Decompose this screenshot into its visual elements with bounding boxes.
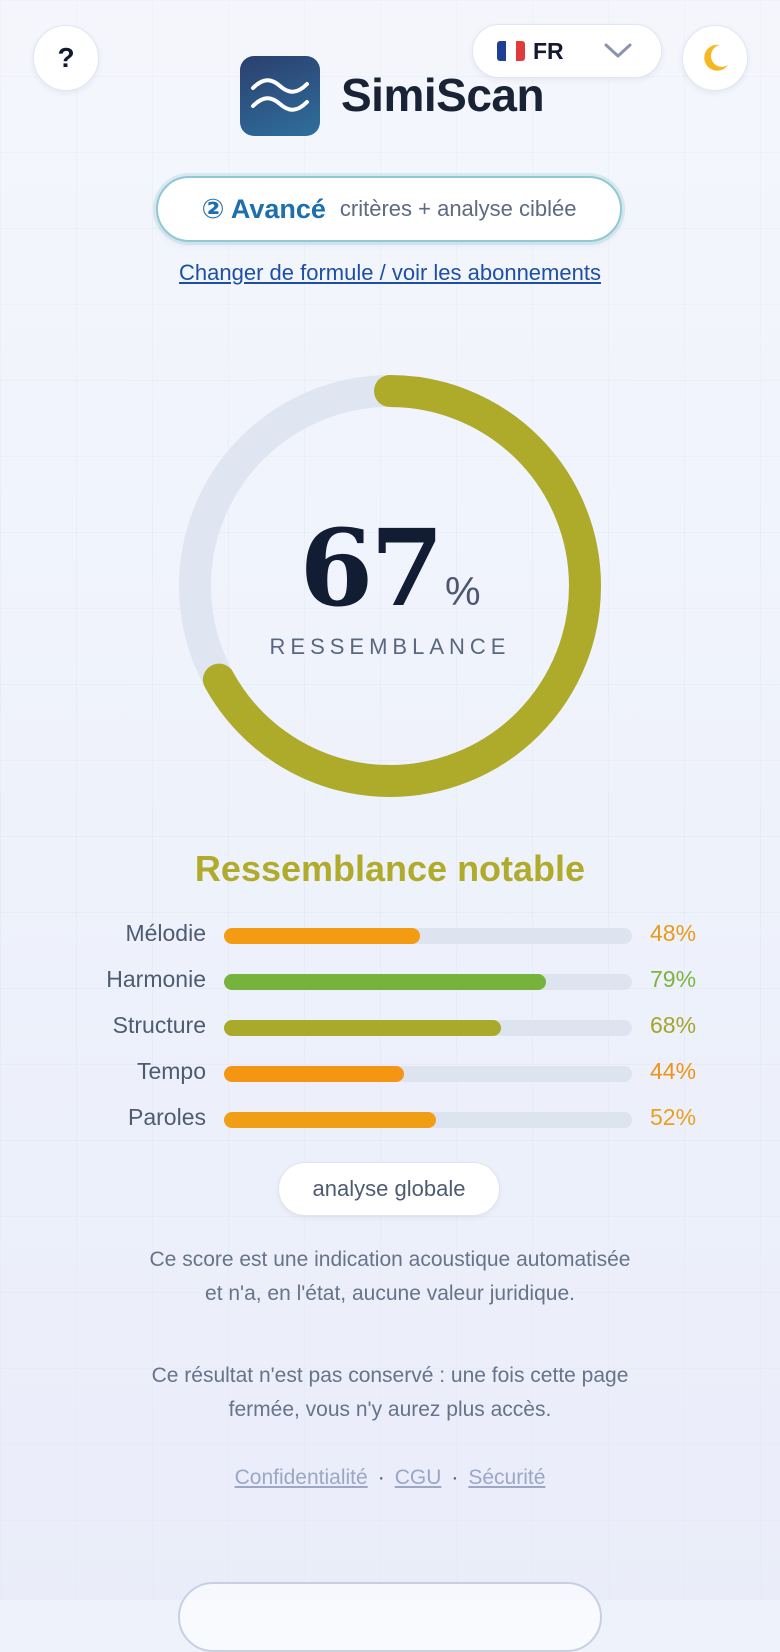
criterion-bar-fill bbox=[224, 1066, 404, 1082]
criterion-row-melodie: Mélodie 48% bbox=[0, 920, 780, 950]
plan-name: ② Avancé bbox=[201, 193, 326, 224]
criterion-value: 52% bbox=[650, 1104, 697, 1130]
plan-badge[interactable]: ② Avancé critères + analyse ciblée bbox=[156, 176, 622, 242]
app-title: SimiScan bbox=[341, 69, 545, 121]
criterion-value: 79% bbox=[650, 966, 697, 992]
criterion-value: 48% bbox=[650, 920, 697, 946]
global-analysis-button[interactable]: analyse globale bbox=[278, 1162, 500, 1216]
disclaimer-line-1: Ce score est une indication acoustique a… bbox=[149, 1248, 631, 1271]
waves-icon bbox=[251, 78, 309, 112]
retention-line-2: fermée, vous n'y aurez plus accès. bbox=[228, 1398, 552, 1421]
french-flag-icon bbox=[497, 41, 525, 61]
app-logo bbox=[240, 56, 320, 136]
footer-separator: · bbox=[377, 1466, 385, 1489]
criterion-value: 68% bbox=[650, 1012, 697, 1038]
criterion-bar-fill bbox=[224, 1020, 502, 1036]
score-display: 67% bbox=[0, 505, 780, 630]
criterion-bar-fill bbox=[224, 974, 547, 990]
terms-link[interactable]: CGU bbox=[394, 1466, 442, 1489]
criterion-bar-track bbox=[224, 1066, 632, 1082]
security-link[interactable]: Sécurité bbox=[468, 1466, 546, 1489]
theme-toggle-button[interactable] bbox=[682, 25, 748, 91]
page-background bbox=[0, 0, 780, 1600]
score-label: RESSEMBLANCE bbox=[269, 634, 511, 659]
score-unit: % bbox=[444, 570, 481, 614]
criterion-bar-track bbox=[224, 1112, 632, 1128]
criterion-bar-track bbox=[224, 1020, 632, 1036]
criterion-value: 44% bbox=[650, 1058, 697, 1084]
criterion-row-harmonie: Harmonie 79% bbox=[0, 966, 780, 996]
chevron-down-icon bbox=[604, 43, 632, 58]
retention-note: Ce résultat n'est pas conservé : une foi… bbox=[120, 1359, 660, 1427]
help-button[interactable]: ? bbox=[33, 25, 99, 91]
score-value: 67 bbox=[299, 505, 444, 630]
gauge-progress-arc bbox=[179, 375, 601, 797]
criterion-bar-track bbox=[224, 974, 632, 990]
language-code: FR bbox=[533, 37, 564, 64]
criterion-row-paroles: Paroles 52% bbox=[0, 1104, 780, 1134]
verdict-title: Ressemblance notable bbox=[194, 848, 586, 889]
criterion-row-structure: Structure 68% bbox=[0, 1012, 780, 1042]
criterion-label: Paroles bbox=[128, 1104, 206, 1130]
criterion-label: Structure bbox=[112, 1012, 206, 1038]
retention-line-1: Ce résultat n'est pas conservé : une foi… bbox=[151, 1364, 629, 1387]
bottom-action-button[interactable] bbox=[178, 1582, 602, 1652]
disclaimer-line-2: et n'a, en l'état, aucune valeur juridiq… bbox=[205, 1282, 575, 1305]
language-select[interactable]: FR bbox=[472, 24, 662, 78]
criterion-bar-track bbox=[224, 928, 632, 944]
footer-links: Confidentialité · CGU · Sécurité bbox=[0, 1466, 780, 1490]
criterion-bar-fill bbox=[224, 1112, 437, 1128]
criterion-label: Mélodie bbox=[125, 920, 206, 946]
criterion-label: Harmonie bbox=[106, 966, 206, 992]
help-label: ? bbox=[57, 42, 75, 73]
score-gauge bbox=[179, 375, 601, 797]
plan-description: critères + analyse ciblée bbox=[339, 196, 577, 221]
criterion-row-tempo: Tempo 44% bbox=[0, 1058, 780, 1088]
privacy-link[interactable]: Confidentialité bbox=[234, 1466, 368, 1489]
moon-icon bbox=[704, 44, 728, 71]
disclaimer-note: Ce score est une indication acoustique a… bbox=[120, 1243, 660, 1311]
criterion-bar-fill bbox=[224, 928, 420, 944]
change-plan-link[interactable]: Changer de formule / voir les abonnement… bbox=[179, 260, 601, 285]
criterion-label: Tempo bbox=[136, 1058, 206, 1084]
footer-separator: · bbox=[451, 1466, 459, 1489]
